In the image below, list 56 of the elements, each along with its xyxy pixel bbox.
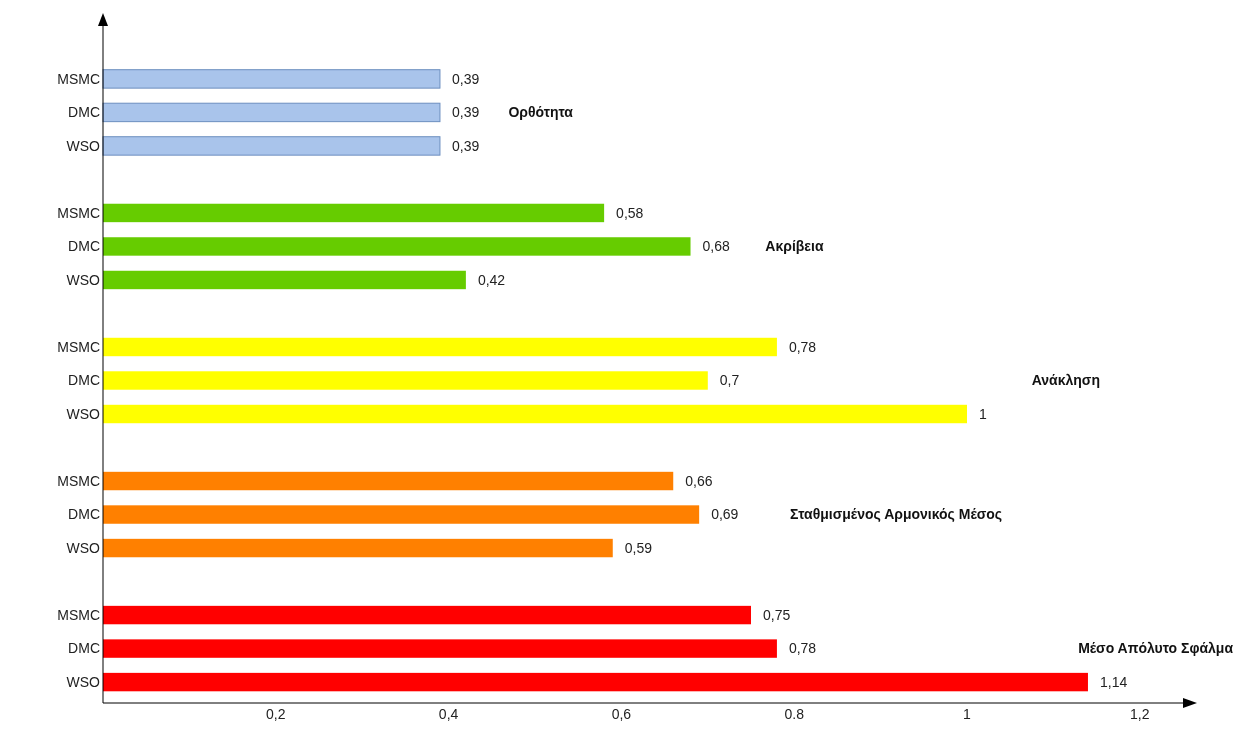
x-tick-label: 0.8 bbox=[784, 706, 805, 722]
bar bbox=[103, 404, 967, 424]
text: Σταθμισμένος Αρμονικός Μέσος bbox=[790, 506, 1003, 523]
y-tick-label: MSMC bbox=[57, 338, 100, 355]
data-label: 1 bbox=[979, 405, 987, 422]
text: Ακρίβεια bbox=[765, 238, 824, 255]
text: Ορθότητα bbox=[508, 104, 574, 121]
data-label: 0,69 bbox=[711, 506, 739, 523]
data-label: 0,58 bbox=[616, 204, 644, 221]
y-tick-label: WSO bbox=[66, 539, 101, 556]
bar bbox=[103, 538, 613, 558]
bar bbox=[103, 237, 691, 256]
data-label: 0,39 bbox=[451, 70, 480, 87]
y-tick-label: MSMC bbox=[57, 606, 100, 623]
x-tick-label: 0,2 bbox=[266, 706, 286, 722]
series-label: Μέσο Απόλυτο Σφάλμα bbox=[1078, 640, 1234, 657]
bar bbox=[103, 371, 708, 390]
bar bbox=[102, 136, 441, 156]
x-tick-label: 0,4 bbox=[438, 706, 459, 722]
y-tick-label: WSO bbox=[66, 137, 101, 154]
y-tick-label: MSMC bbox=[57, 70, 100, 87]
data-label: 0,78 bbox=[788, 338, 817, 355]
y-tick-label: DMC bbox=[68, 104, 100, 121]
data-label: 1,14 bbox=[1099, 673, 1128, 690]
data-label: 0,39 bbox=[451, 137, 480, 154]
bar bbox=[103, 505, 700, 524]
y-tick-label: MSMC bbox=[57, 472, 100, 489]
data-label: 0,66 bbox=[685, 472, 713, 489]
x-tick-label: 1 bbox=[963, 706, 972, 722]
data-label: 0,7 bbox=[719, 372, 740, 389]
data-label: 0,59 bbox=[624, 539, 653, 556]
bar bbox=[102, 69, 441, 89]
bar bbox=[103, 337, 777, 357]
data-label: 0,78 bbox=[788, 640, 817, 657]
bar bbox=[103, 672, 1088, 692]
x-tick-label: 1,2 bbox=[1130, 706, 1150, 722]
y-tick-label: DMC bbox=[68, 506, 100, 523]
bar bbox=[103, 270, 466, 290]
bar bbox=[103, 203, 605, 223]
y-tick-label: DMC bbox=[68, 238, 100, 255]
y-tick-label: MSMC bbox=[57, 204, 100, 221]
data-label: 0,68 bbox=[702, 238, 730, 255]
y-tick-label: WSO bbox=[66, 271, 101, 288]
data-label: 0,42 bbox=[477, 271, 506, 288]
data-label: 0,39 bbox=[451, 104, 480, 121]
y-tick-label: DMC bbox=[68, 640, 100, 657]
bar bbox=[102, 102, 441, 123]
y-tick-label: WSO bbox=[66, 405, 101, 422]
x-tick-label: 0,6 bbox=[611, 706, 632, 722]
bar bbox=[103, 605, 751, 625]
data-label: 0,75 bbox=[763, 606, 791, 623]
bar bbox=[103, 639, 777, 658]
y-tick-label: WSO bbox=[66, 673, 101, 690]
text: Ανάκληση bbox=[1031, 372, 1100, 389]
y-tick-label: DMC bbox=[68, 372, 100, 389]
bar bbox=[103, 471, 674, 491]
